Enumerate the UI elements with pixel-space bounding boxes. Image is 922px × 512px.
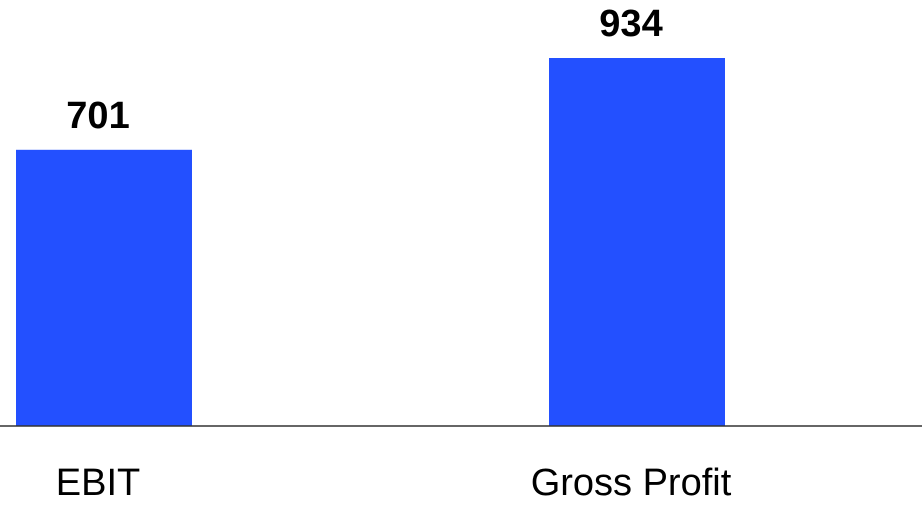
- category-label: EBIT: [56, 462, 140, 504]
- bar-value-label: 934: [599, 3, 662, 45]
- category-label: Gross Profit: [531, 462, 732, 504]
- labels-layer: 701 EBIT 934 Gross Profit: [56, 3, 732, 504]
- bar-ebit: [16, 149, 192, 426]
- bars-layer: [16, 58, 725, 427]
- bar-gross-profit: [549, 58, 725, 427]
- bar-value-label: 701: [66, 95, 129, 137]
